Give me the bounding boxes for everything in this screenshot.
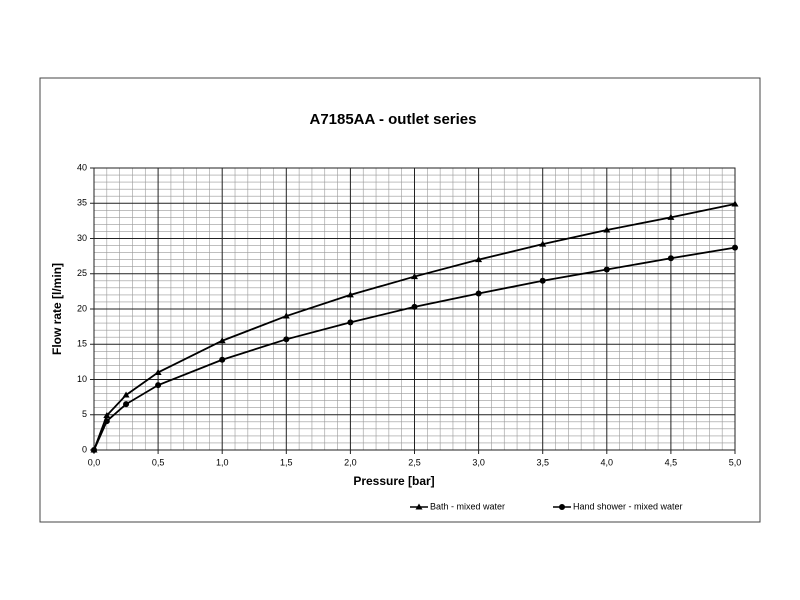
marker <box>91 447 97 453</box>
y-axis-label: Flow rate [l/min] <box>50 263 64 355</box>
x-axis-label: Pressure [bar] <box>353 474 434 488</box>
marker <box>667 213 675 220</box>
marker <box>103 411 111 418</box>
x-tick-label: 0,0 <box>88 457 101 467</box>
x-tick-label: 2,5 <box>408 457 421 467</box>
marker <box>603 266 610 273</box>
y-tick-label: 30 <box>77 233 87 243</box>
x-tick-label: 4,0 <box>601 457 614 467</box>
y-tick-label: 10 <box>77 374 87 384</box>
marker <box>732 244 738 251</box>
x-tick-label: 3,5 <box>536 457 549 467</box>
marker <box>122 391 130 398</box>
legend-label: Hand shower - mixed water <box>573 501 683 511</box>
x-tick-label: 0,5 <box>152 457 165 467</box>
chart-title: A7185AA - outlet series <box>309 111 476 128</box>
x-tick-label: 3,0 <box>472 457 485 467</box>
marker <box>346 291 354 298</box>
marker <box>539 277 546 284</box>
marker <box>603 226 611 233</box>
legend-marker <box>559 504 565 510</box>
chart-frame <box>39 77 761 523</box>
marker <box>283 336 290 343</box>
marker <box>282 312 290 319</box>
marker <box>218 337 226 344</box>
x-tick-label: 1,0 <box>216 457 229 467</box>
y-tick-label: 25 <box>77 268 87 278</box>
marker <box>123 401 130 408</box>
y-tick-label: 0 <box>82 444 87 454</box>
marker <box>155 382 162 389</box>
marker <box>411 303 418 310</box>
marker <box>219 356 226 363</box>
y-tick-label: 20 <box>77 303 87 313</box>
y-tick-label: 40 <box>77 162 87 172</box>
y-tick-label: 35 <box>77 198 87 208</box>
x-tick-label: 4,5 <box>665 457 678 467</box>
marker <box>411 273 418 280</box>
marker <box>103 418 110 425</box>
marker <box>731 200 739 207</box>
y-tick-label: 5 <box>82 409 87 419</box>
plot-border <box>93 167 736 451</box>
marker <box>475 290 482 297</box>
x-tick-label: 2,0 <box>344 457 357 467</box>
x-tick-label: 5,0 <box>729 457 742 467</box>
marker <box>154 368 162 375</box>
marker <box>667 255 674 262</box>
y-tick-label: 15 <box>77 339 87 349</box>
marker <box>475 256 483 263</box>
marker <box>347 319 354 326</box>
legend-marker <box>415 503 423 510</box>
marker <box>539 240 547 247</box>
legend-label: Bath - mixed water <box>430 501 505 511</box>
x-tick-label: 1,5 <box>280 457 293 467</box>
